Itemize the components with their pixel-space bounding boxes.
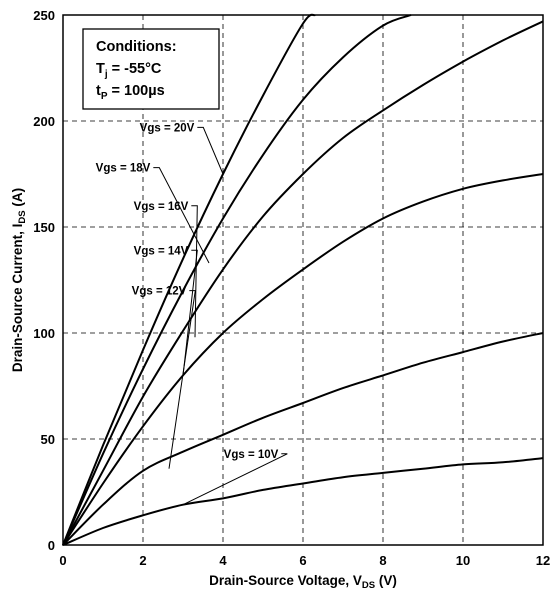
y-tick-label: 50 [41,432,55,447]
series-line-vgs-16 [62,20,544,546]
series-line-vgs-14 [62,173,544,546]
curves [62,13,544,546]
y-axis-title: Drain-Source Current, IDS (A) [10,188,28,372]
x-tick-labels: 0 2 4 6 8 10 12 [59,553,550,568]
y-tick-label: 250 [33,8,55,23]
x-tick-label: 4 [219,553,227,568]
series-label-vgs-10: Vgs = 10V [224,449,279,461]
leader-line-vgs-10 [182,453,288,506]
series-line-vgs-20 [62,13,316,546]
leader-line-vgs-20 [197,126,224,175]
series-label-vgs-16: Vgs = 16V [134,201,189,213]
series-label-vgs-18: Vgs = 18V [96,163,151,175]
grid [63,15,543,545]
series-line-vgs-18 [62,14,412,546]
series-label-vgs-12: Vgs = 12V [132,286,187,298]
y-tick-label: 150 [33,220,55,235]
x-tick-label: 2 [139,553,146,568]
x-axis-title: Drain-Source Voltage, VDS (V) [209,573,397,591]
series-line-vgs-12 [62,332,544,546]
conditions-box: Conditions: Tj = -55°C tP = 100µs [82,28,220,110]
series-label-vgs-20: Vgs = 20V [140,122,195,134]
label-leaders [153,126,288,506]
x-tick-label: 8 [379,553,386,568]
leader-line-vgs-12 [168,290,196,469]
series-labels: Vgs = 20V Vgs = 18V Vgs = 16V Vgs = 14V Vgs … [96,122,279,460]
y-tick-label: 0 [48,538,55,553]
y-tick-label: 100 [33,326,55,341]
plot-frame [62,14,544,546]
y-tick-label: 200 [33,114,55,129]
leader-line-vgs-18 [153,167,210,264]
series-label-vgs-14: Vgs = 14V [134,245,189,257]
x-tick-label: 10 [456,553,470,568]
conditions-line-tj: Tj = -55°C [96,61,162,80]
series-line-vgs-10 [62,457,544,546]
x-tick-label: 12 [536,553,550,568]
conditions-heading: Conditions: [96,39,177,55]
conditions-line-tp: tP = 100µs [96,83,165,102]
x-tick-label: 6 [299,553,306,568]
leader-line-vgs-14 [182,249,198,376]
x-tick-label: 0 [59,553,66,568]
leader-line-vgs-16 [191,205,198,338]
y-tick-labels: 0 50 100 150 200 250 [33,8,55,553]
